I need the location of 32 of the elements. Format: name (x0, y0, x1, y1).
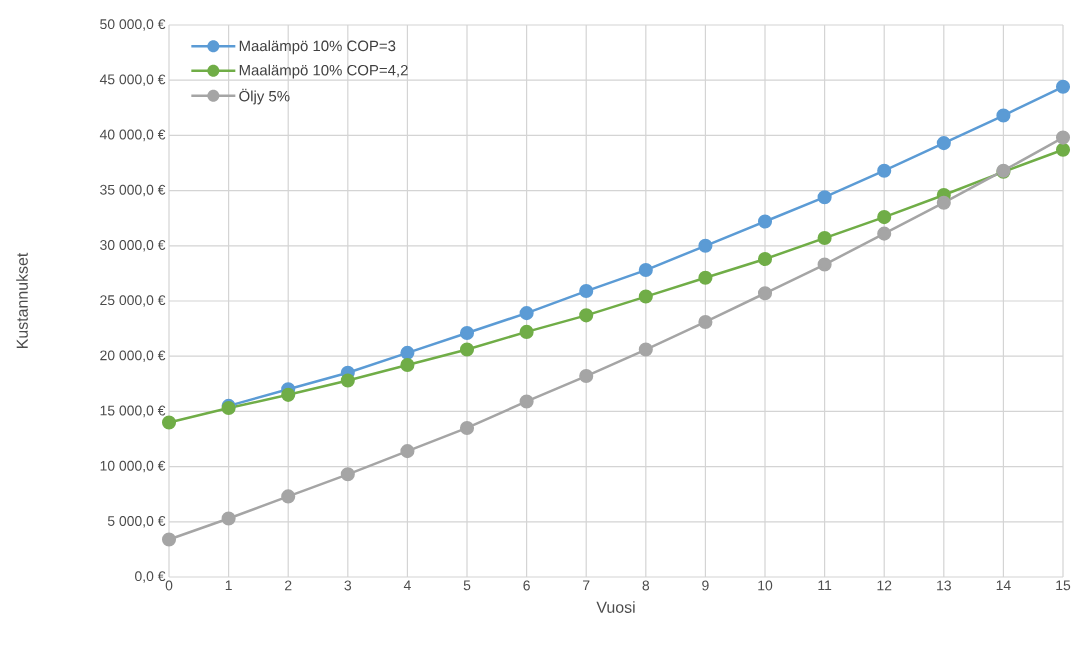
legend-label: Maalämpö 10% COP=3 (239, 40, 396, 55)
y-tick-label: 5 000,0 € (107, 516, 166, 528)
x-tick-label: 10 (758, 580, 773, 591)
y-tick-label: 35 000,0 € (100, 184, 166, 197)
x-tick-label: 0 (165, 580, 173, 591)
x-tick-label: 7 (583, 580, 590, 591)
y-tick-label: 30 000,0 € (100, 240, 166, 252)
x-axis-title: Vuosi (596, 601, 635, 613)
x-tick-label: 13 (937, 580, 951, 591)
y-tick-label: 40 000,0 € (99, 129, 166, 142)
y-tick-label: 45 000,0 € (99, 74, 166, 86)
x-tick-label: 14 (996, 580, 1011, 591)
x-tick-label: 9 (702, 580, 709, 591)
x-tick-label: 5 (463, 580, 471, 591)
legend-label: Maalämpö 10% COP=4,2 (239, 64, 408, 79)
x-tick-label: 6 (523, 580, 530, 591)
x-tick-label: 8 (642, 580, 650, 591)
x-tick-label: 11 (818, 580, 832, 591)
x-tick-label: 2 (285, 580, 292, 591)
y-tick-label: 25 000,0 € (100, 295, 166, 307)
x-tick-label: 4 (403, 580, 411, 591)
y-tick-label: 50 000,0 € (100, 19, 166, 31)
x-tick-label: 1 (225, 580, 232, 591)
y-tick-label: 0,0 € (135, 571, 166, 583)
y-tick-label: 15 000,0 € (100, 405, 166, 418)
x-tick-label: 3 (344, 580, 352, 591)
x-tick-label: 15 (1056, 580, 1071, 591)
x-tick-label: 12 (877, 580, 892, 591)
y-axis-title: Kustannukset (16, 252, 28, 348)
y-tick-label: 10 000,0 € (100, 460, 166, 473)
y-tick-label: 20 000,0 € (100, 350, 166, 362)
legend-label: Öljy 5% (239, 88, 290, 105)
